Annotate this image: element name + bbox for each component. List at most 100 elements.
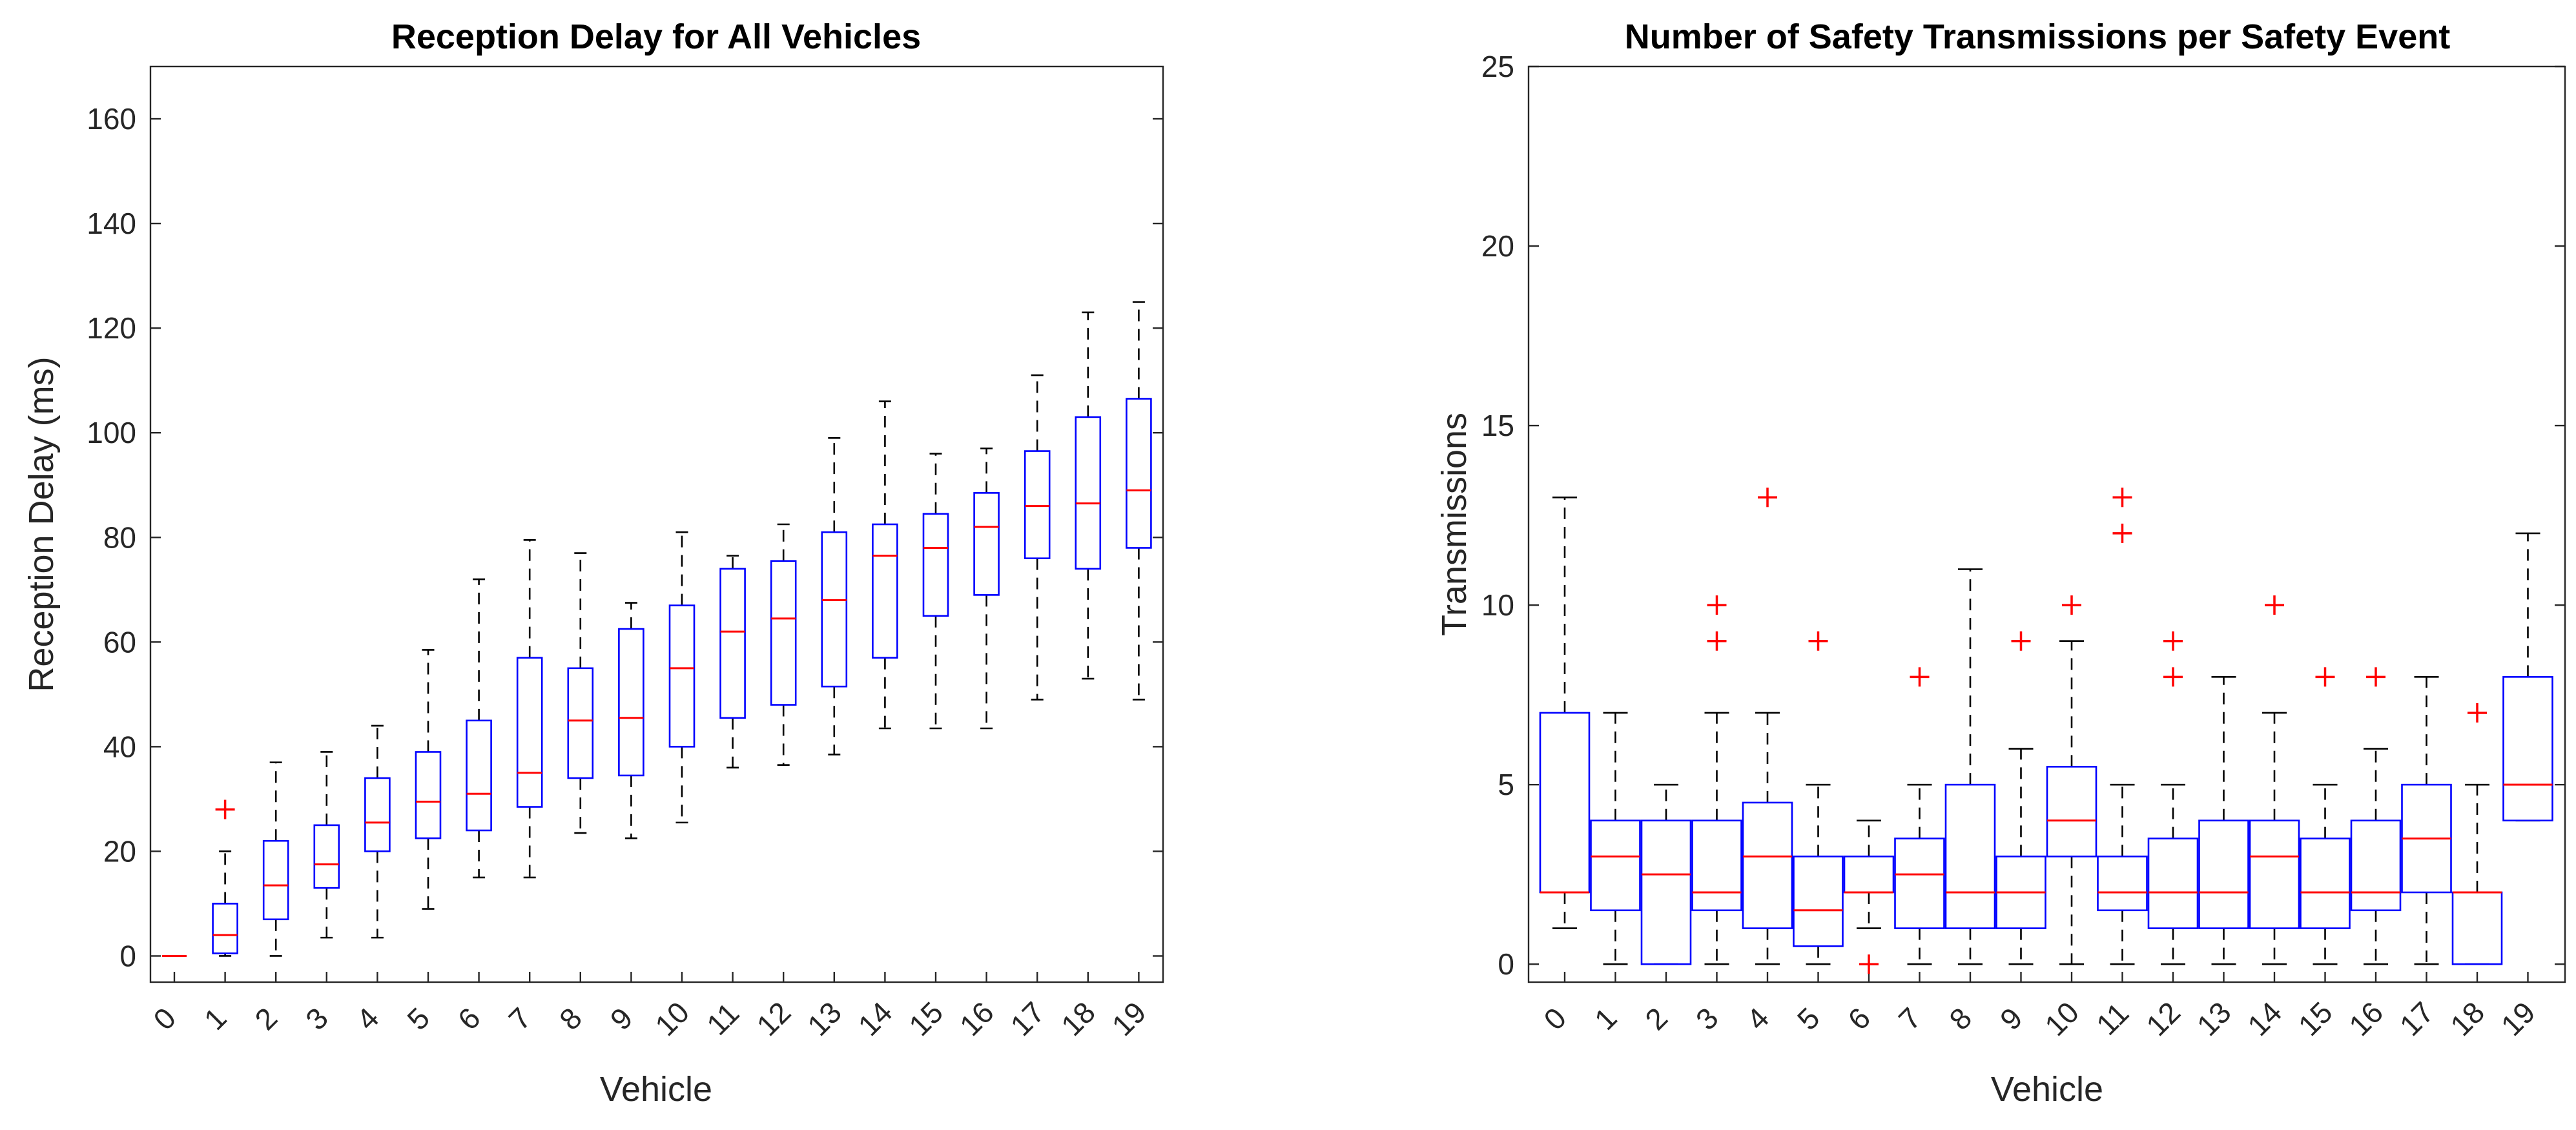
box-vehicle-17 — [1024, 374, 1051, 701]
y-axis-label: Reception Delay (ms) — [22, 356, 61, 692]
chart-safety-transmissions: Number of Safety Transmissions per Safet… — [1435, 17, 2566, 1109]
x-tick-label: 14 — [852, 995, 899, 1042]
box-vehicle-6 — [466, 578, 492, 879]
iqr-box — [212, 903, 238, 954]
x-tick-label: 4 — [350, 1001, 386, 1036]
x-tick-label: 2 — [248, 1001, 283, 1036]
y-axis: 0 5 10 15 20 25 — [1481, 50, 2565, 981]
box-vehicle-5 — [1793, 631, 1844, 965]
outlier-marker — [215, 799, 235, 819]
y-axis: 0 20 40 60 80 100 120 140 160 — [87, 102, 1163, 972]
box-series — [162, 301, 1152, 957]
x-tick-label: 3 — [1689, 1001, 1725, 1036]
box-vehicle-16 — [973, 447, 1000, 730]
box-vehicle-14 — [872, 400, 898, 730]
y-tick-label: 120 — [87, 311, 136, 345]
x-tick-label: 18 — [1055, 995, 1102, 1042]
box-vehicle-15 — [922, 453, 949, 730]
x-tick-label: 13 — [2190, 995, 2238, 1042]
box-vehicle-4 — [1742, 488, 1793, 965]
x-tick-label: 18 — [2444, 995, 2491, 1042]
y-tick-label: 0 — [119, 939, 136, 972]
iqr-box — [922, 513, 949, 617]
y-tick-label: 20 — [1481, 229, 1514, 263]
box-vehicle-3 — [313, 751, 340, 939]
outlier-marker — [2112, 488, 2132, 508]
x-tick-label: 9 — [1994, 1001, 2029, 1036]
box-vehicle-19 — [1126, 301, 1152, 701]
iqr-box — [719, 568, 746, 719]
outlier-marker — [1707, 631, 1727, 651]
outlier-marker — [1707, 595, 1727, 615]
box-vehicle-11 — [2097, 488, 2148, 965]
x-tick-label: 6 — [1841, 1001, 1877, 1036]
x-tick-label: 15 — [902, 995, 949, 1042]
iqr-box — [1126, 398, 1152, 549]
iqr-box — [466, 719, 492, 832]
x-tick-label: 19 — [2495, 995, 2542, 1042]
box-vehicle-18 — [2451, 703, 2503, 965]
x-tick-label: 16 — [953, 995, 1000, 1042]
iqr-box — [313, 824, 340, 889]
iqr-box — [1640, 819, 1692, 965]
x-tick-label: 4 — [1740, 1001, 1775, 1036]
box-vehicle-5 — [415, 649, 442, 910]
iqr-box — [618, 628, 644, 777]
x-tick-label: 10 — [2038, 995, 2085, 1042]
iqr-box — [872, 523, 898, 659]
iqr-box — [2097, 856, 2148, 912]
iqr-box — [2249, 819, 2300, 929]
outlier-marker — [2062, 595, 2081, 615]
x-tick-label: 3 — [299, 1001, 335, 1036]
x-tick-label: 6 — [451, 1001, 487, 1036]
y-tick-label: 160 — [87, 102, 136, 136]
outlier-marker — [1808, 631, 1828, 651]
x-tick-label: 17 — [2393, 995, 2440, 1042]
x-tick-label: 1 — [1588, 1001, 1623, 1036]
box-vehicle-1 — [1590, 712, 1641, 965]
box-vehicle-16 — [2350, 667, 2402, 965]
iqr-box — [2350, 819, 2402, 912]
box-vehicle-9 — [1995, 631, 2046, 965]
y-tick-label: 5 — [1498, 768, 1514, 801]
outlier-marker — [2011, 631, 2031, 651]
x-tick-label: 11 — [700, 996, 746, 1042]
x-tick-label: 0 — [1537, 1001, 1572, 1036]
x-tick-label: 1 — [198, 1001, 233, 1036]
x-tick-label: 13 — [801, 995, 848, 1042]
y-tick-label: 140 — [87, 207, 136, 240]
box-vehicle-0 — [1539, 496, 1591, 929]
box-vehicle-15 — [2300, 667, 2351, 965]
iqr-box — [1075, 416, 1102, 570]
x-tick-label: 19 — [1106, 995, 1153, 1042]
iqr-box — [973, 492, 1000, 596]
iqr-box — [2198, 819, 2249, 929]
x-tick-label: 12 — [750, 995, 797, 1042]
box-vehicle-2 — [262, 761, 289, 957]
box-vehicle-9 — [618, 602, 644, 839]
x-tick-label: 5 — [1791, 1001, 1826, 1036]
x-axis-label: Vehicle — [600, 1070, 712, 1109]
outlier-marker — [1859, 954, 1879, 974]
box-vehicle-8 — [567, 552, 594, 834]
x-tick-label: 14 — [2241, 995, 2288, 1042]
iqr-box — [262, 839, 289, 921]
iqr-box — [1843, 856, 1895, 894]
box-vehicle-19 — [2502, 532, 2553, 822]
x-tick-label: 5 — [400, 1001, 436, 1036]
box-vehicle-7 — [516, 539, 543, 879]
plot-frame — [1527, 65, 2566, 983]
x-tick-label: 8 — [1942, 1001, 1978, 1036]
iqr-box — [821, 531, 848, 688]
chart-title: Number of Safety Transmissions per Safet… — [1625, 17, 2450, 56]
x-tick-label: 16 — [2342, 995, 2389, 1042]
x-tick-label: 11 — [2090, 996, 2136, 1042]
box-vehicle-2 — [1640, 783, 1692, 965]
y-tick-label: 40 — [103, 730, 136, 763]
iqr-box — [2147, 837, 2199, 929]
outlier-marker — [1910, 667, 1930, 687]
y-tick-label: 80 — [103, 520, 136, 554]
iqr-box — [364, 777, 391, 852]
box-vehicle-3 — [1691, 595, 1742, 965]
